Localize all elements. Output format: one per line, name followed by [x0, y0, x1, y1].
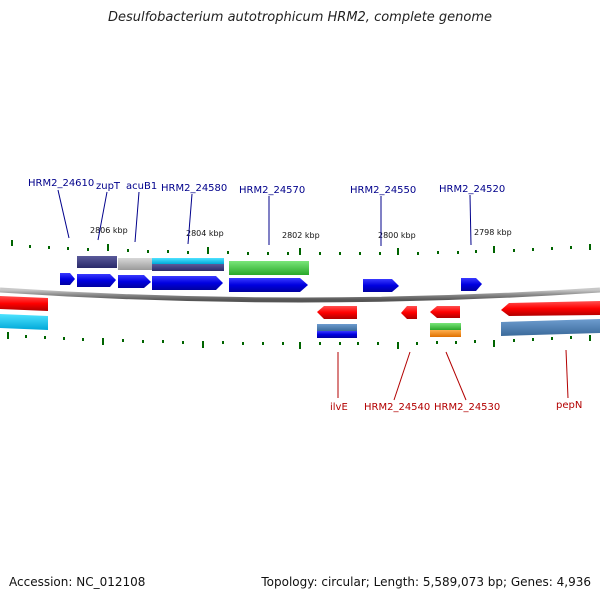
scale-label-2806: 2806 kbp: [90, 226, 128, 235]
forward-genes: [60, 273, 482, 292]
reverse-genes: [0, 296, 600, 319]
backbone-arc: [0, 287, 600, 303]
gene-arrow-forward: [461, 278, 482, 291]
gene-label-hrm2-24530: HRM2_24530: [434, 402, 500, 413]
gene-label-hrm2-24570: HRM2_24570: [239, 185, 305, 196]
leader-lines-reverse: [337, 349, 569, 401]
gene-label-pepn: pepN: [556, 400, 582, 411]
gene-arrow-forward: [118, 275, 151, 288]
feature-track-bottom: [0, 314, 600, 338]
feature-track-top: [77, 256, 309, 275]
gene-arrow-reverse: [0, 296, 48, 311]
gene-arrow-forward: [77, 274, 116, 287]
gene-arrow-forward: [60, 273, 75, 285]
outer-ticks: [11, 240, 591, 255]
gene-label-hrm2-24550: HRM2_24550: [350, 185, 416, 196]
gene-arrow-reverse: [430, 306, 460, 318]
gene-label-acub1: acuB1: [126, 181, 157, 192]
gene-arrow-forward: [363, 279, 399, 292]
map-title: Desulfobacterium autotrophicum HRM2, com…: [107, 10, 493, 25]
scale-label-2804: 2804 kbp: [186, 229, 224, 238]
gene-arrow-forward: [152, 276, 223, 290]
gene-label-hrm2-24610: HRM2_24610: [28, 178, 94, 189]
scale-label-2802: 2802 kbp: [282, 231, 320, 240]
gene-label-zupt: zupT: [96, 181, 121, 192]
scale-label-2800: 2800 kbp: [378, 231, 416, 240]
gene-label-ilve: ilvE: [330, 402, 348, 413]
gene-arrow-reverse: [401, 306, 417, 319]
gene-arrow-forward: [229, 278, 308, 292]
gene-arrow-reverse: [501, 301, 600, 316]
accession-label: Accession: NC_012108: [9, 575, 146, 589]
genome-summary: Topology: circular; Length: 5,589,073 bp…: [261, 575, 591, 589]
leader-lines-forward: [57, 189, 472, 246]
gene-arrow-reverse: [317, 306, 357, 319]
scale-label-2798: 2798 kbp: [474, 228, 512, 237]
gene-label-hrm2-24580: HRM2_24580: [161, 183, 227, 194]
gene-label-hrm2-24540: HRM2_24540: [364, 402, 430, 413]
gene-label-hrm2-24520: HRM2_24520: [439, 184, 505, 195]
inner-ticks: [7, 332, 591, 349]
